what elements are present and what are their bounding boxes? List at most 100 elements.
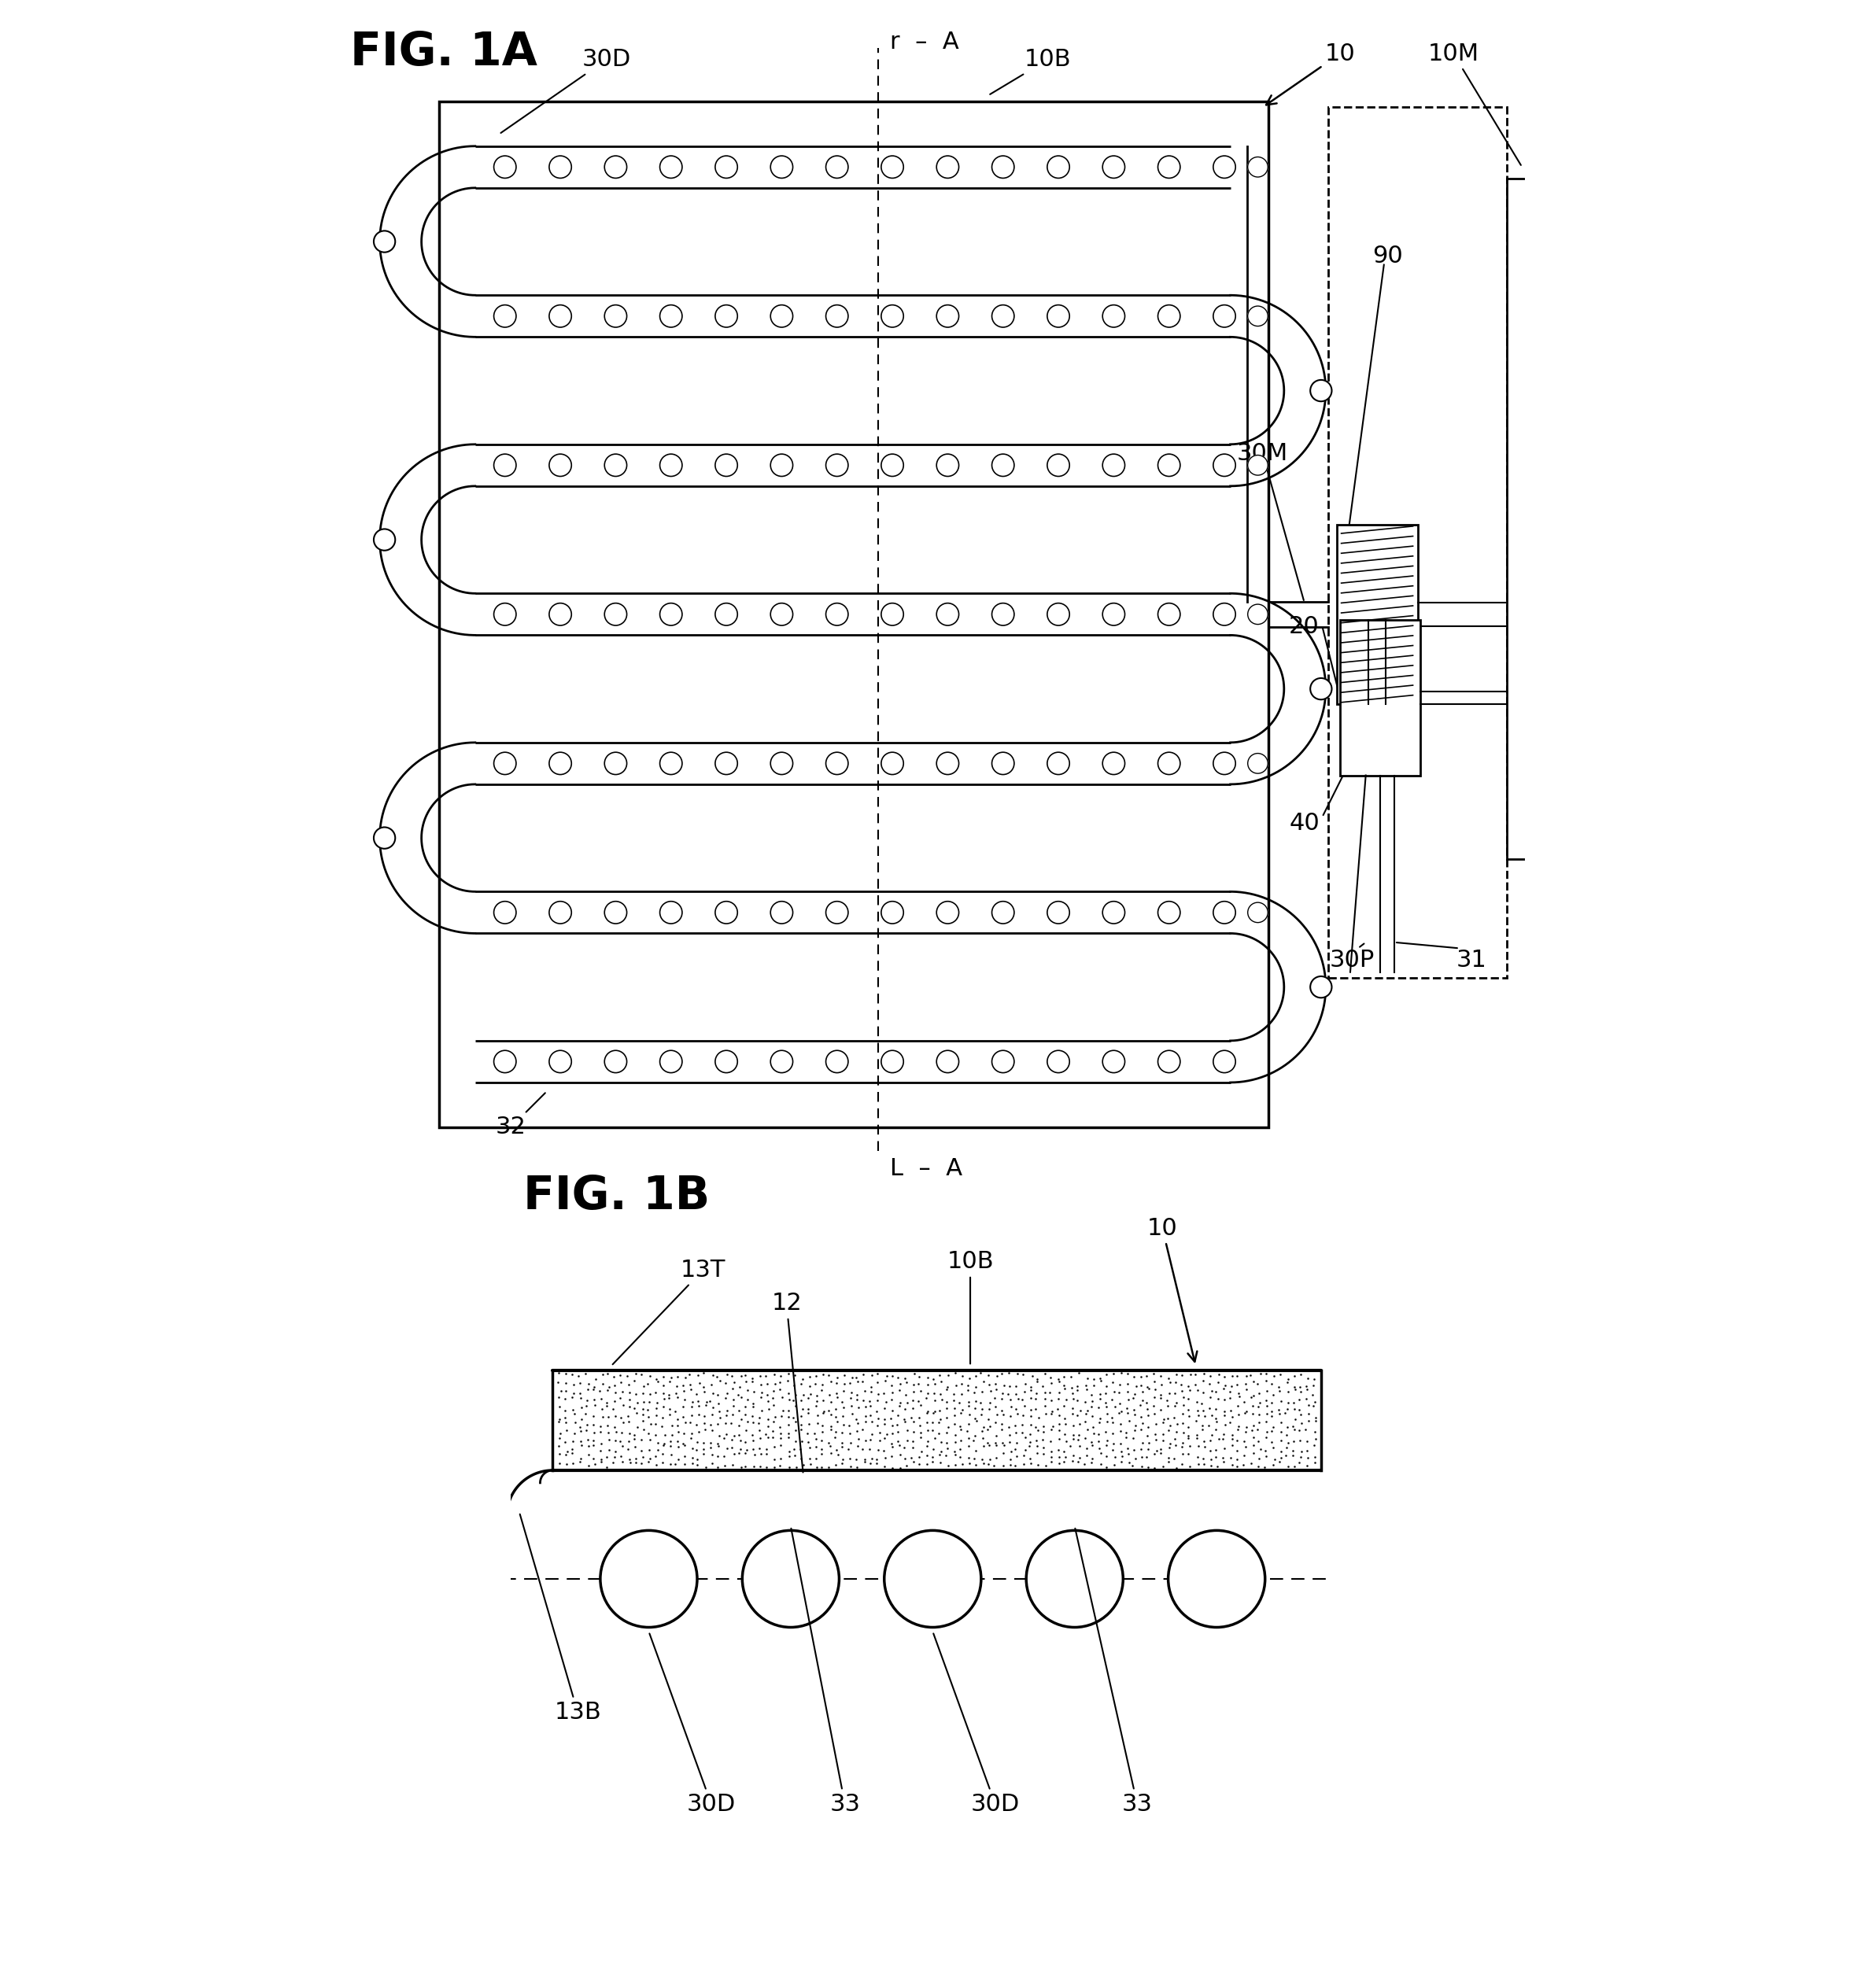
Circle shape — [494, 304, 516, 328]
Circle shape — [1159, 751, 1181, 775]
Circle shape — [771, 602, 793, 626]
Text: 33: 33 — [1075, 1529, 1153, 1815]
Circle shape — [1103, 155, 1125, 179]
Circle shape — [826, 155, 849, 179]
Circle shape — [1248, 753, 1268, 773]
Circle shape — [882, 602, 904, 626]
Circle shape — [936, 155, 958, 179]
Circle shape — [494, 751, 516, 775]
Circle shape — [936, 1050, 958, 1074]
Circle shape — [826, 453, 849, 477]
Bar — [1337, 525, 1417, 704]
Circle shape — [605, 155, 628, 179]
Circle shape — [992, 901, 1014, 924]
Bar — [1508, 179, 1538, 859]
Circle shape — [771, 304, 793, 328]
Bar — [440, 101, 1268, 1127]
Circle shape — [715, 155, 737, 179]
Circle shape — [882, 304, 904, 328]
Text: 12: 12 — [771, 1292, 802, 1473]
Circle shape — [550, 751, 572, 775]
Circle shape — [1213, 602, 1235, 626]
Bar — [1341, 620, 1421, 775]
Circle shape — [1213, 155, 1235, 179]
Circle shape — [715, 602, 737, 626]
Text: 10: 10 — [1148, 1217, 1198, 1362]
Circle shape — [882, 751, 904, 775]
Text: 20: 20 — [1289, 614, 1320, 638]
Circle shape — [771, 751, 793, 775]
Circle shape — [605, 453, 628, 477]
Text: 33: 33 — [791, 1529, 860, 1815]
Circle shape — [1047, 1050, 1070, 1074]
Circle shape — [936, 304, 958, 328]
Circle shape — [659, 751, 682, 775]
Circle shape — [715, 453, 737, 477]
Circle shape — [1168, 1531, 1265, 1628]
Circle shape — [992, 453, 1014, 477]
Text: 90: 90 — [1372, 245, 1404, 268]
Circle shape — [771, 1050, 793, 1074]
Text: 10: 10 — [1266, 42, 1356, 105]
Text: 13T: 13T — [613, 1258, 726, 1364]
Circle shape — [1047, 304, 1070, 328]
Circle shape — [373, 529, 396, 551]
Circle shape — [771, 155, 793, 179]
Text: 32: 32 — [496, 1093, 546, 1139]
Circle shape — [992, 155, 1014, 179]
Text: 40: 40 — [1289, 811, 1320, 835]
Circle shape — [826, 1050, 849, 1074]
Circle shape — [1213, 1050, 1235, 1074]
Text: 10B: 10B — [990, 48, 1071, 93]
Text: 13B: 13B — [520, 1515, 602, 1724]
Circle shape — [1213, 304, 1235, 328]
Circle shape — [605, 304, 628, 328]
Circle shape — [1047, 453, 1070, 477]
Circle shape — [992, 304, 1014, 328]
Circle shape — [550, 155, 572, 179]
Circle shape — [1047, 751, 1070, 775]
Circle shape — [550, 602, 572, 626]
Circle shape — [659, 901, 682, 924]
Bar — [1328, 107, 1508, 978]
Circle shape — [659, 155, 682, 179]
Circle shape — [884, 1531, 980, 1628]
Circle shape — [373, 827, 396, 849]
Circle shape — [1248, 455, 1268, 475]
Circle shape — [373, 231, 396, 252]
Circle shape — [494, 155, 516, 179]
Circle shape — [1047, 901, 1070, 924]
Circle shape — [659, 602, 682, 626]
Circle shape — [600, 1531, 696, 1628]
Circle shape — [715, 1050, 737, 1074]
Circle shape — [1047, 602, 1070, 626]
Circle shape — [826, 602, 849, 626]
Text: 30D: 30D — [650, 1634, 735, 1815]
Text: 30P: 30P — [1330, 948, 1374, 972]
Circle shape — [771, 901, 793, 924]
Circle shape — [1159, 453, 1181, 477]
Circle shape — [771, 453, 793, 477]
Circle shape — [550, 453, 572, 477]
Circle shape — [992, 602, 1014, 626]
Circle shape — [715, 751, 737, 775]
Circle shape — [550, 1050, 572, 1074]
Circle shape — [659, 1050, 682, 1074]
Text: L  –  A: L – A — [890, 1157, 962, 1181]
Circle shape — [1311, 678, 1331, 700]
Circle shape — [605, 602, 628, 626]
Circle shape — [1159, 1050, 1181, 1074]
Circle shape — [1047, 155, 1070, 179]
Circle shape — [936, 751, 958, 775]
Circle shape — [1159, 155, 1181, 179]
Circle shape — [659, 453, 682, 477]
Text: r  –  A: r – A — [890, 30, 958, 54]
Circle shape — [743, 1531, 839, 1628]
Circle shape — [882, 155, 904, 179]
Circle shape — [715, 304, 737, 328]
Circle shape — [1248, 604, 1268, 624]
Circle shape — [1213, 901, 1235, 924]
Circle shape — [605, 1050, 628, 1074]
Circle shape — [936, 602, 958, 626]
Circle shape — [1159, 602, 1181, 626]
